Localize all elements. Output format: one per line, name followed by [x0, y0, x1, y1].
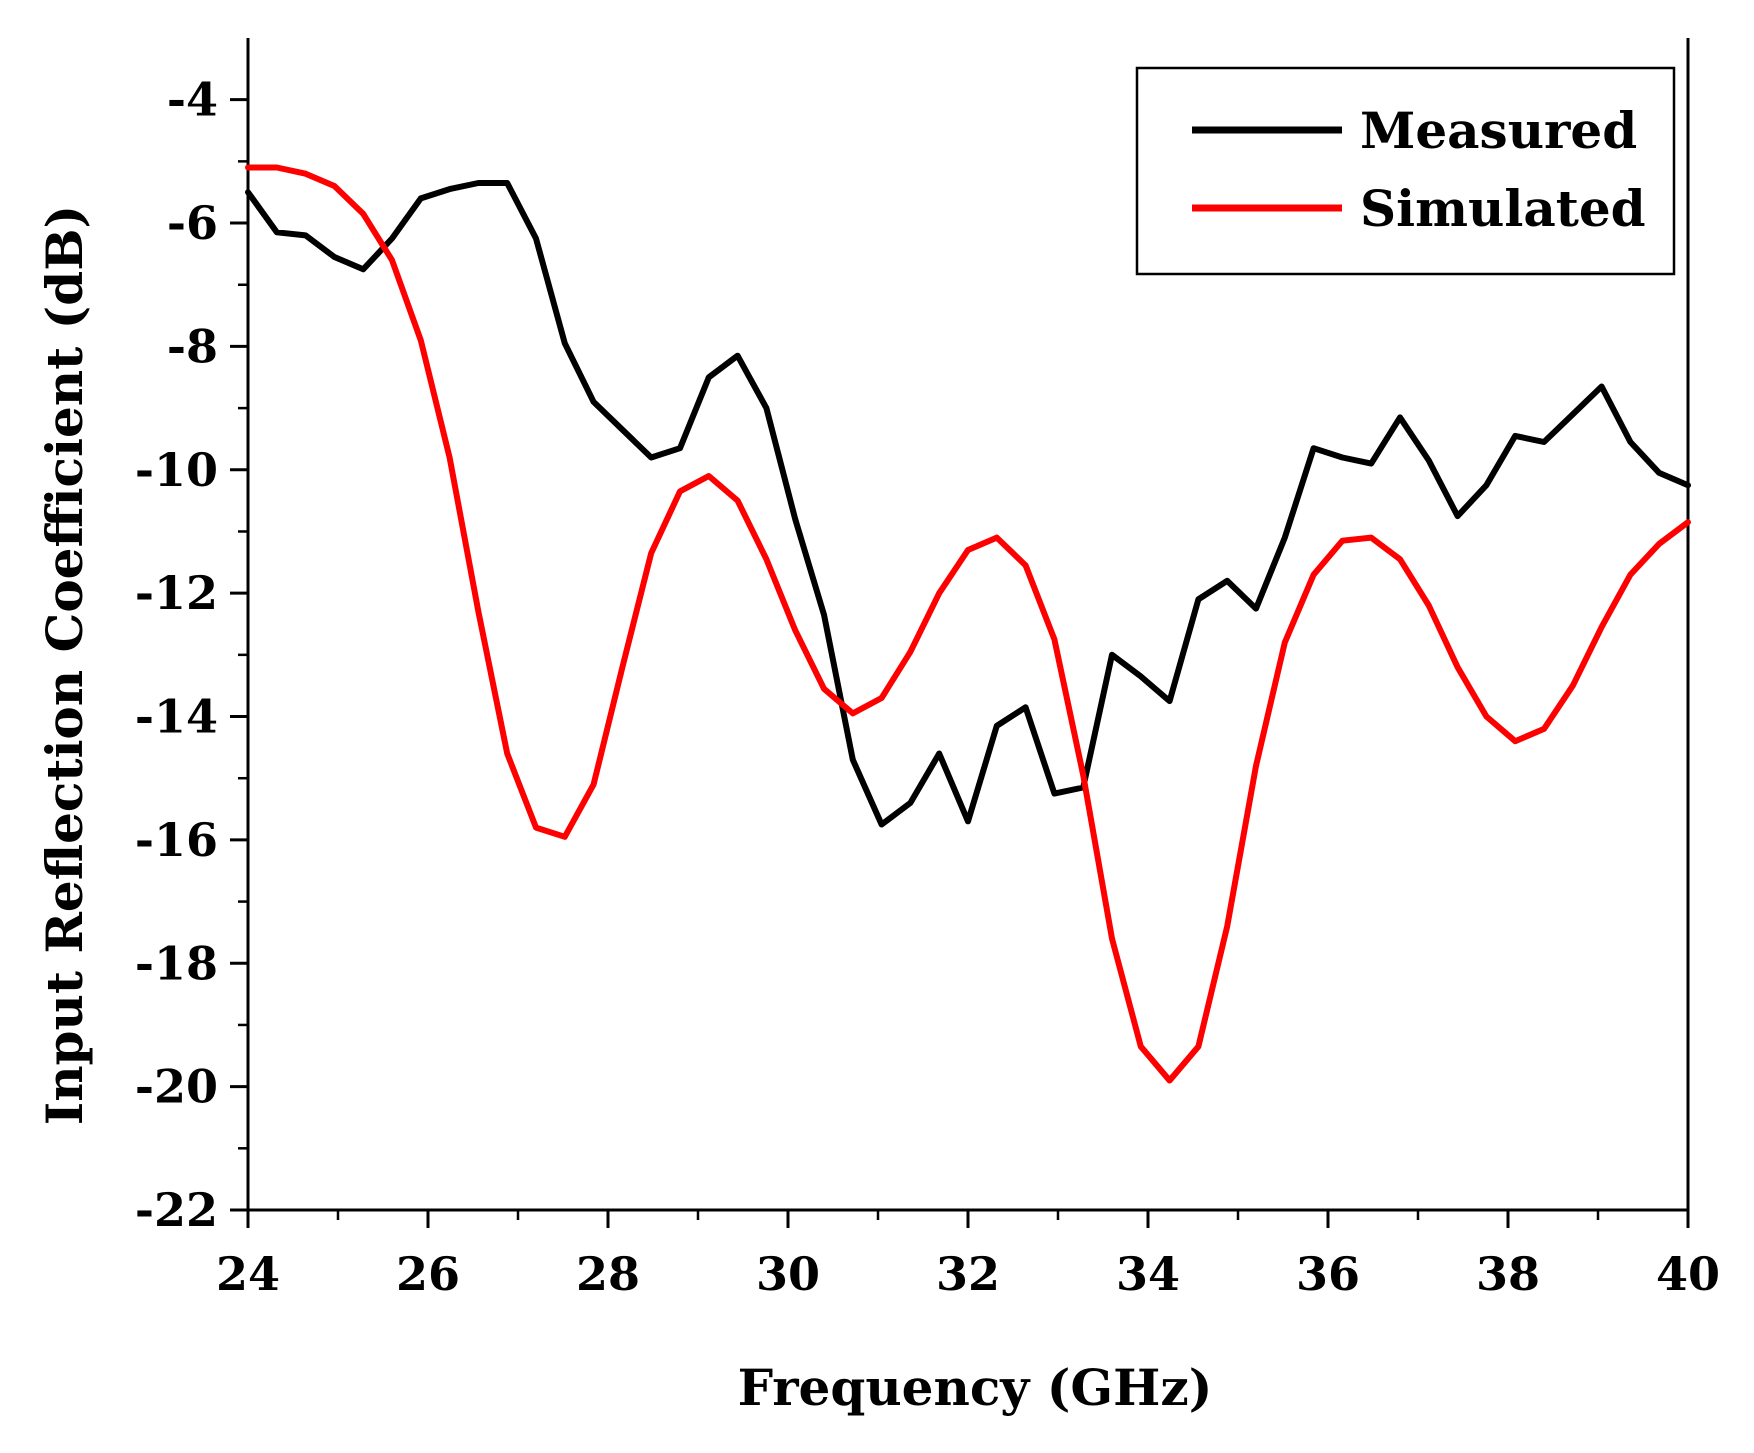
- x-tick-label: 26: [396, 1247, 460, 1301]
- y-tick-label: -12: [135, 566, 218, 620]
- legend-label-simulated: Simulated: [1360, 179, 1646, 238]
- y-tick-label: -4: [167, 73, 218, 127]
- y-tick-label: -6: [167, 196, 218, 250]
- legend: Measured Simulated: [1135, 66, 1676, 276]
- x-tick-label: 38: [1476, 1247, 1540, 1301]
- y-axis-tick-labels: -22 -20 -18 -16 -14 -12 -10 -8 -6 -4: [135, 73, 218, 1237]
- y-tick-label: -20: [135, 1060, 218, 1114]
- x-tick-label: 40: [1656, 1247, 1720, 1301]
- series-layer: [245, 164, 1691, 1084]
- x-tick-label: 34: [1116, 1247, 1180, 1301]
- y-tick-label: -8: [167, 319, 218, 373]
- legend-box: [1135, 66, 1676, 276]
- y-tick-label: -10: [135, 443, 218, 497]
- y-tick-label: -16: [135, 813, 218, 867]
- y-tick-label: -22: [135, 1183, 218, 1237]
- series-line-simulated: [245, 164, 1691, 1084]
- x-axis-ticks: [246, 1210, 1690, 1228]
- x-tick-label: 30: [756, 1247, 820, 1301]
- y-tick-label: -18: [135, 936, 218, 990]
- y-axis-ticks: [230, 98, 248, 1212]
- x-axis-title: Frequency (GHz): [738, 1358, 1213, 1417]
- legend-label-measured: Measured: [1360, 101, 1637, 160]
- y-axis-title: Input Reflection Coefficient (dB): [35, 205, 94, 1125]
- x-tick-label: 28: [576, 1247, 640, 1301]
- series-line-measured: [245, 180, 1691, 828]
- x-axis-tick-labels: 24 26 28 30 32 34 36 38 40: [216, 1247, 1720, 1301]
- x-tick-label: 24: [216, 1247, 280, 1301]
- x-tick-label: 36: [1296, 1247, 1360, 1301]
- x-tick-label: 32: [936, 1247, 1000, 1301]
- y-tick-label: -14: [135, 690, 218, 744]
